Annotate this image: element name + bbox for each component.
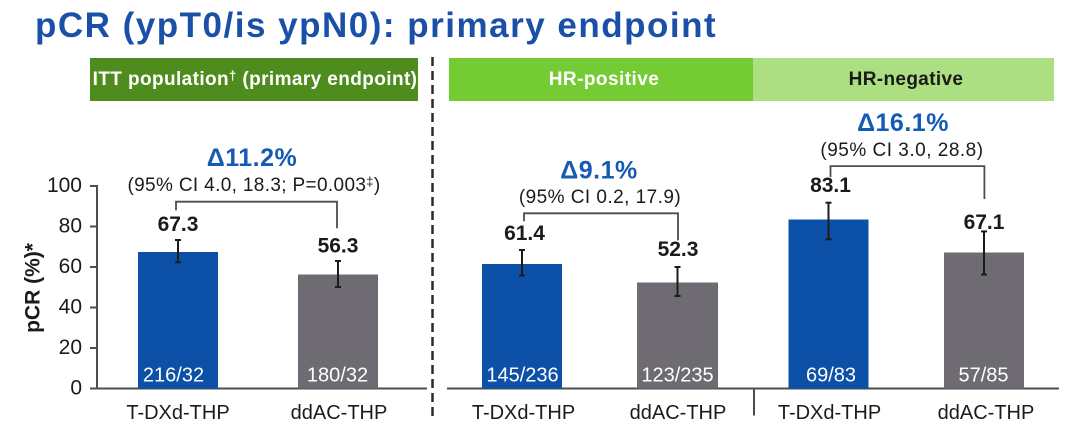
svg-text:ddAC-THP: ddAC-THP xyxy=(291,402,388,424)
svg-text:0: 0 xyxy=(70,377,82,400)
svg-text:(95% CI 0.2, 17.9): (95% CI 0.2, 17.9) xyxy=(519,187,681,208)
svg-text:67.1: 67.1 xyxy=(964,211,1005,234)
svg-text:HR-negative: HR-negative xyxy=(849,69,964,90)
svg-text:69/83: 69/83 xyxy=(806,365,856,387)
svg-text:145/236: 145/236 xyxy=(486,365,558,387)
svg-text:57/85: 57/85 xyxy=(958,365,1008,387)
svg-text:20: 20 xyxy=(59,336,82,359)
svg-text:61.4: 61.4 xyxy=(504,222,545,245)
svg-text:67.3: 67.3 xyxy=(158,213,199,236)
svg-text:T-DXd-THP: T-DXd-THP xyxy=(126,402,229,424)
svg-text:Δ11.2%: Δ11.2% xyxy=(207,144,297,172)
svg-text:T-DXd-THP: T-DXd-THP xyxy=(778,402,881,424)
svg-text:pCR (%)*: pCR (%)* xyxy=(22,242,45,333)
svg-text:100: 100 xyxy=(47,174,82,197)
svg-text:(95% CI 4.0, 18.3; P=0.003‡): (95% CI 4.0, 18.3; P=0.003‡) xyxy=(127,174,380,196)
svg-text:56.3: 56.3 xyxy=(318,235,359,258)
svg-text:Δ9.1%: Δ9.1% xyxy=(560,157,637,185)
svg-text:pCR (ypT0/is ypN0): primary en: pCR (ypT0/is ypN0): primary endpoint xyxy=(35,6,717,45)
svg-text:(95% CI 3.0, 28.8): (95% CI 3.0, 28.8) xyxy=(820,140,983,161)
svg-text:80: 80 xyxy=(59,215,82,238)
svg-text:83.1: 83.1 xyxy=(810,174,851,197)
svg-text:60: 60 xyxy=(59,255,82,278)
svg-text:180/32: 180/32 xyxy=(307,365,368,387)
svg-text:40: 40 xyxy=(59,296,82,319)
svg-text:T-DXd-THP: T-DXd-THP xyxy=(472,402,575,424)
svg-text:ddAC-THP: ddAC-THP xyxy=(630,402,727,424)
svg-text:Δ16.1%: Δ16.1% xyxy=(857,109,949,137)
svg-text:ddAC-THP: ddAC-THP xyxy=(938,402,1035,424)
svg-text:123/235: 123/235 xyxy=(641,365,713,387)
svg-text:216/32: 216/32 xyxy=(143,365,204,387)
svg-text:52.3: 52.3 xyxy=(658,238,699,261)
svg-text:HR-positive: HR-positive xyxy=(549,69,660,90)
svg-text:ITT population† (primary endpo: ITT population† (primary endpoint) xyxy=(93,68,418,90)
